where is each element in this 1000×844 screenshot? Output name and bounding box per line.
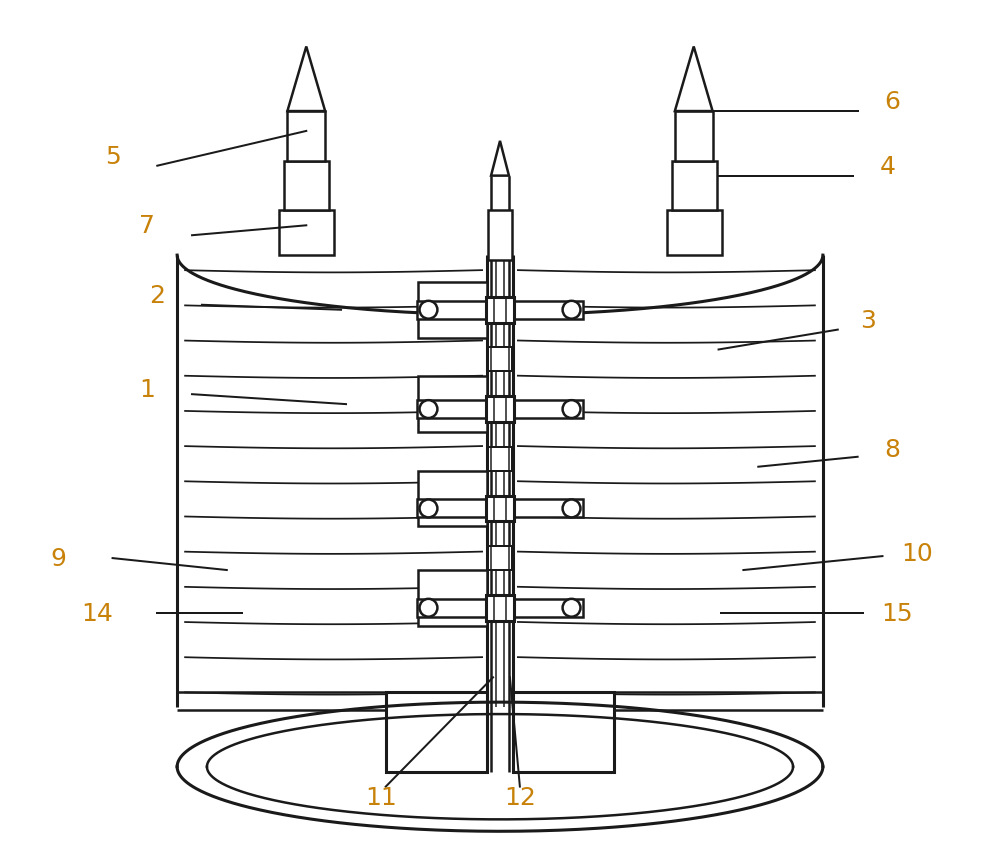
Bar xyxy=(418,571,487,626)
Text: 6: 6 xyxy=(884,90,900,114)
Bar xyxy=(488,547,512,571)
Bar xyxy=(675,112,713,161)
Circle shape xyxy=(563,500,580,517)
Bar xyxy=(486,297,514,323)
Bar xyxy=(486,595,514,621)
Bar xyxy=(488,447,512,471)
Bar xyxy=(386,692,487,771)
Bar xyxy=(509,301,583,319)
Circle shape xyxy=(420,599,437,617)
Text: 9: 9 xyxy=(50,546,66,571)
Bar xyxy=(509,599,583,617)
Text: 15: 15 xyxy=(882,601,913,625)
Bar xyxy=(509,500,583,517)
Text: 8: 8 xyxy=(884,437,900,462)
Bar xyxy=(488,211,512,261)
Text: 14: 14 xyxy=(82,601,114,625)
Bar xyxy=(486,397,514,423)
Bar xyxy=(672,161,717,211)
Polygon shape xyxy=(675,47,713,112)
Text: 3: 3 xyxy=(860,308,876,333)
Circle shape xyxy=(563,401,580,419)
Text: 11: 11 xyxy=(365,785,397,809)
Text: 7: 7 xyxy=(139,214,155,238)
Bar xyxy=(418,283,487,338)
Text: 1: 1 xyxy=(139,378,155,402)
Polygon shape xyxy=(287,47,325,112)
Bar xyxy=(513,692,614,771)
Text: 10: 10 xyxy=(901,542,933,565)
Bar xyxy=(486,496,514,522)
Circle shape xyxy=(420,401,437,419)
Bar xyxy=(417,500,491,517)
Bar xyxy=(667,211,722,256)
Text: 5: 5 xyxy=(105,144,120,169)
Text: 12: 12 xyxy=(504,785,536,809)
Bar xyxy=(287,112,325,161)
Bar xyxy=(488,348,512,372)
Circle shape xyxy=(420,500,437,517)
Text: 4: 4 xyxy=(879,154,895,178)
Circle shape xyxy=(563,301,580,319)
Bar xyxy=(418,377,487,432)
Bar xyxy=(418,471,487,527)
Bar xyxy=(417,599,491,617)
Circle shape xyxy=(420,301,437,319)
Polygon shape xyxy=(491,142,509,176)
Circle shape xyxy=(563,599,580,617)
Bar xyxy=(279,211,334,256)
Text: 2: 2 xyxy=(149,284,165,307)
Bar xyxy=(284,161,329,211)
Bar xyxy=(417,401,491,419)
Bar xyxy=(509,401,583,419)
Bar xyxy=(417,301,491,319)
